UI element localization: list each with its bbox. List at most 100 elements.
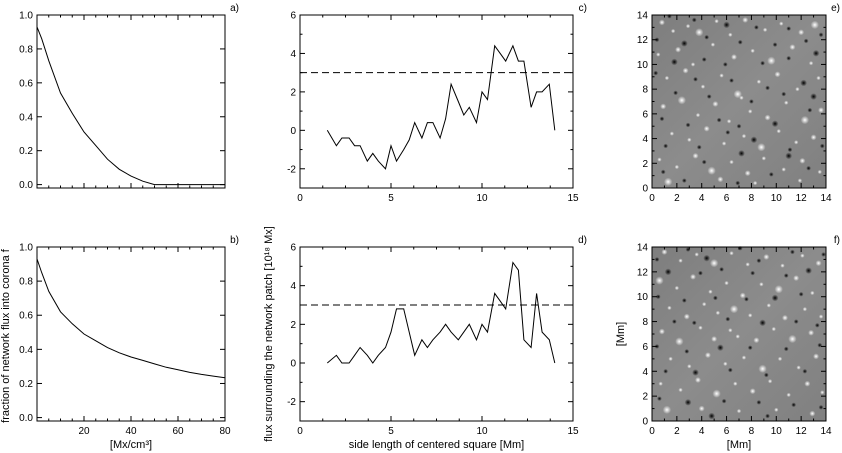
bright-flux-element (677, 96, 687, 105)
y-tick-label: 1.0 (19, 243, 33, 254)
bright-flux-element (728, 32, 733, 37)
dark-flux-element (655, 294, 661, 300)
bright-flux-element (810, 290, 815, 296)
panel-label: b) (230, 235, 239, 246)
x-tick-label: 60 (172, 426, 184, 437)
bright-flux-element (742, 16, 749, 23)
dark-flux-element (670, 58, 678, 66)
bright-flux-element (781, 314, 788, 321)
x-tick-label: 14 (820, 193, 832, 204)
bright-flux-element (766, 303, 772, 308)
dark-flux-element (765, 413, 770, 419)
x-tick-label: 10 (771, 426, 783, 437)
dark-flux-element (798, 291, 804, 297)
dark-flux-element (747, 345, 753, 351)
dark-flux-element (772, 42, 778, 48)
y-tick-label: 0 (290, 359, 296, 370)
bright-flux-element (712, 100, 719, 107)
bright-flux-element (741, 355, 747, 360)
dark-flux-element (681, 178, 687, 183)
bright-flux-element (714, 18, 719, 24)
series-line (326, 261, 556, 364)
dark-flux-element (704, 34, 710, 40)
y-tick-label: 4 (642, 367, 648, 378)
bright-flux-element (682, 67, 689, 74)
y-tick-label: 2 (290, 87, 296, 98)
bright-flux-element (668, 356, 673, 362)
bright-flux-element (685, 23, 691, 29)
bright-flux-element (813, 353, 820, 360)
dark-flux-element (696, 144, 702, 150)
dark-flux-element (722, 62, 728, 67)
dark-flux-element (721, 398, 727, 404)
bright-flux-element (670, 28, 676, 34)
x-tick-label: 4 (699, 193, 705, 204)
bright-flux-element (678, 387, 683, 393)
dark-flux-element (727, 367, 733, 373)
dark-flux-element (760, 60, 766, 66)
y-axis-label: [Mm] (615, 322, 627, 346)
bright-flux-element (658, 19, 665, 26)
panel-a: 0.0 0.2 0.4 0.6 0.8 1.0 a) (19, 3, 239, 191)
bright-flux-element (690, 62, 696, 67)
y-tick-label: 0.8 (19, 44, 33, 55)
bright-flux-element (808, 329, 815, 336)
x-tick-label: 8 (749, 426, 755, 437)
bright-flux-element (758, 364, 767, 373)
dark-flux-element (810, 93, 817, 100)
bright-flux-element (764, 114, 771, 121)
bright-flux-element (817, 169, 822, 175)
bright-flux-element (744, 170, 751, 177)
dark-flux-element (783, 346, 789, 352)
bright-flux-element (663, 177, 673, 187)
bright-flux-element (786, 392, 791, 398)
bright-flux-element (779, 21, 784, 26)
dark-flux-element (698, 270, 703, 276)
bright-flux-element (741, 133, 747, 139)
x-tick-label: 0 (297, 426, 303, 437)
y-tick-label: 8 (642, 85, 648, 96)
dark-flux-element (663, 368, 669, 374)
dark-flux-element (800, 79, 808, 87)
bright-flux-element (703, 125, 710, 132)
dark-flux-element (819, 143, 825, 149)
dark-flux-element (712, 295, 718, 301)
x-tick-label: 5 (388, 426, 394, 437)
y-tick-label: 0.0 (19, 180, 33, 191)
dark-flux-element (818, 404, 824, 410)
y-tick-label: 6 (290, 243, 296, 254)
plot-frame (299, 14, 574, 189)
x-axis-label: [Mx/cm³] (110, 439, 152, 451)
dark-flux-element (783, 273, 789, 278)
y-tick-label: 0 (290, 126, 296, 137)
bright-flux-element (704, 352, 711, 359)
y-tick-label: 12 (637, 35, 649, 46)
bright-flux-element (656, 52, 661, 57)
dark-flux-element (806, 165, 811, 171)
y-tick-label: 10 (637, 60, 649, 71)
dark-flux-element (812, 49, 820, 57)
x-tick-label: 0 (649, 426, 655, 437)
panel-e: 0 2 4 6 8 10 12 14 0 2 4 6 8 10 12 14 e) (637, 3, 840, 204)
bright-flux-element (712, 389, 721, 398)
bright-flux-element (657, 157, 662, 162)
bright-flux-element (816, 75, 821, 81)
bright-flux-element (683, 313, 690, 320)
y-axis-label: fraction of network flux into corona f (0, 248, 12, 423)
bright-flux-element (745, 262, 750, 267)
dark-flux-element (685, 122, 691, 128)
bright-flux-element (715, 310, 721, 316)
bright-flux-element (700, 84, 706, 89)
x-tick-label: 10 (476, 426, 488, 437)
dark-flux-element (660, 169, 666, 175)
y-tick-label: 0.6 (19, 78, 33, 89)
dark-flux-element (659, 116, 665, 122)
y-tick-label: 0 (642, 417, 648, 428)
x-tick-label: 15 (567, 193, 579, 204)
dark-flux-element (737, 39, 743, 45)
dark-flux-element (807, 107, 813, 113)
magnetogram-background (652, 247, 826, 421)
bright-flux-element (695, 28, 704, 37)
x-tick-label: 6 (724, 426, 730, 437)
